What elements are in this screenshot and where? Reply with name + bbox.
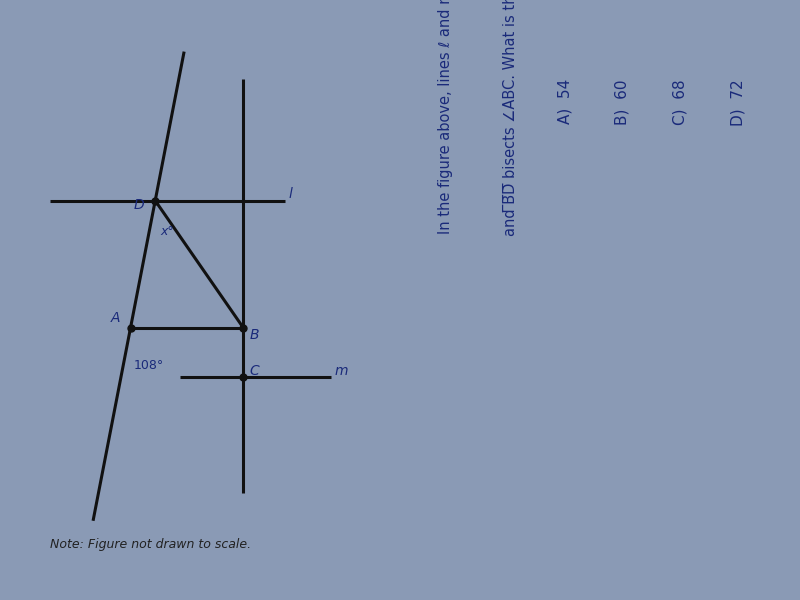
Text: x°: x°: [161, 225, 174, 238]
Text: and ̅B̅D̅ bisects ∠ABC. What is the value of x?: and ̅B̅D̅ bisects ∠ABC. What is the valu…: [503, 0, 518, 236]
Text: 108°: 108°: [134, 359, 164, 372]
Text: A)  54: A) 54: [558, 79, 572, 124]
Text: C: C: [250, 364, 259, 377]
Text: B: B: [250, 328, 259, 341]
Text: B)  60: B) 60: [615, 79, 630, 125]
Text: Note: Figure not drawn to scale.: Note: Figure not drawn to scale.: [50, 538, 250, 551]
Text: In the figure above, lines ℓ and m are parallel: In the figure above, lines ℓ and m are p…: [438, 0, 453, 234]
Text: l: l: [289, 187, 293, 201]
Text: D)  72: D) 72: [730, 79, 745, 126]
Text: A: A: [111, 311, 121, 325]
Text: D: D: [134, 198, 145, 212]
Text: m: m: [334, 364, 348, 377]
Text: C)  68: C) 68: [673, 79, 687, 125]
